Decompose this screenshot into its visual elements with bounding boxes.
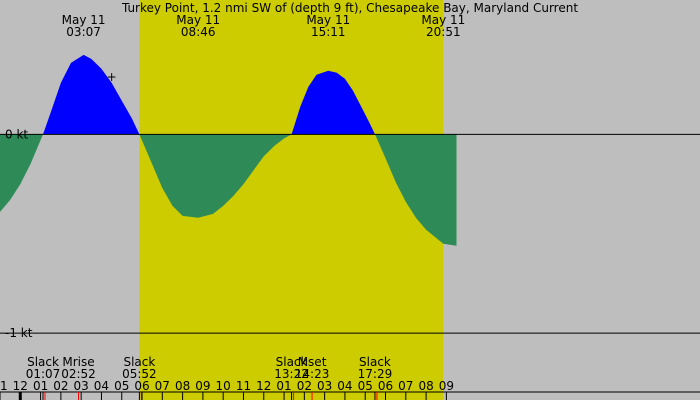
event-name: Mrise <box>62 355 94 369</box>
ebb-area <box>0 134 43 212</box>
top-time-label: 20:51 <box>426 25 461 39</box>
chart-title: Turkey Point, 1.2 nmi SW of (depth 9 ft)… <box>121 1 578 15</box>
event-time: 05:52 <box>122 367 157 381</box>
flood-area <box>291 70 375 135</box>
hour-tick-label: 03 <box>74 379 89 393</box>
event-time: 17:29 <box>358 367 393 381</box>
hour-tick-label: 03 <box>317 379 332 393</box>
y-tick-label: -1 kt <box>5 326 33 340</box>
hour-tick-label: 09 <box>195 379 210 393</box>
event-name: Slack <box>27 355 59 369</box>
top-time-label: 15:11 <box>311 25 346 39</box>
ebb-area <box>375 134 457 246</box>
top-date-label: May 11 <box>306 13 350 27</box>
top-date-label: May 11 <box>421 13 465 27</box>
hour-tick-label: 08 <box>175 379 190 393</box>
hour-tick-label: 02 <box>297 379 312 393</box>
hour-tick-label: 11 <box>236 379 251 393</box>
event-time: 13:22 <box>274 367 309 381</box>
hour-tick-label: 02 <box>53 379 68 393</box>
hour-tick-label: 12 <box>13 379 28 393</box>
event-name: Slack <box>359 355 391 369</box>
event-name: Slack <box>276 355 308 369</box>
hour-tick-label: 08 <box>418 379 433 393</box>
flood-area <box>43 54 140 135</box>
event-time: 02:52 <box>61 367 96 381</box>
hour-tick-label: 12 <box>256 379 271 393</box>
hour-tick-label: 09 <box>439 379 454 393</box>
hour-tick-label: 07 <box>398 379 413 393</box>
top-date-label: May 11 <box>62 13 106 27</box>
hour-tick-label: 11 <box>0 379 8 393</box>
hour-tick-label: 01 <box>276 379 291 393</box>
hour-tick-label: 06 <box>134 379 149 393</box>
top-time-label: 08:46 <box>181 25 216 39</box>
top-date-label: May 11 <box>176 13 220 27</box>
event-time: 01:07 <box>26 367 61 381</box>
hour-tick-label: 06 <box>378 379 393 393</box>
hour-tick-label: 04 <box>337 379 352 393</box>
top-time-label: 03:07 <box>66 25 101 39</box>
current-time-marker: + <box>107 70 117 84</box>
event-time: 14:23 <box>295 367 330 381</box>
hour-tick-label: 05 <box>114 379 129 393</box>
event-name: Slack <box>123 355 155 369</box>
hour-tick-label: 05 <box>358 379 373 393</box>
hour-tick-label: 04 <box>94 379 109 393</box>
hour-tick-label: 01 <box>33 379 48 393</box>
ebb-area <box>139 134 292 218</box>
hour-tick-label: 10 <box>216 379 231 393</box>
hour-tick-label: 07 <box>155 379 170 393</box>
y-tick-label: 0 kt <box>5 127 28 141</box>
event-name: Mset <box>298 355 327 369</box>
